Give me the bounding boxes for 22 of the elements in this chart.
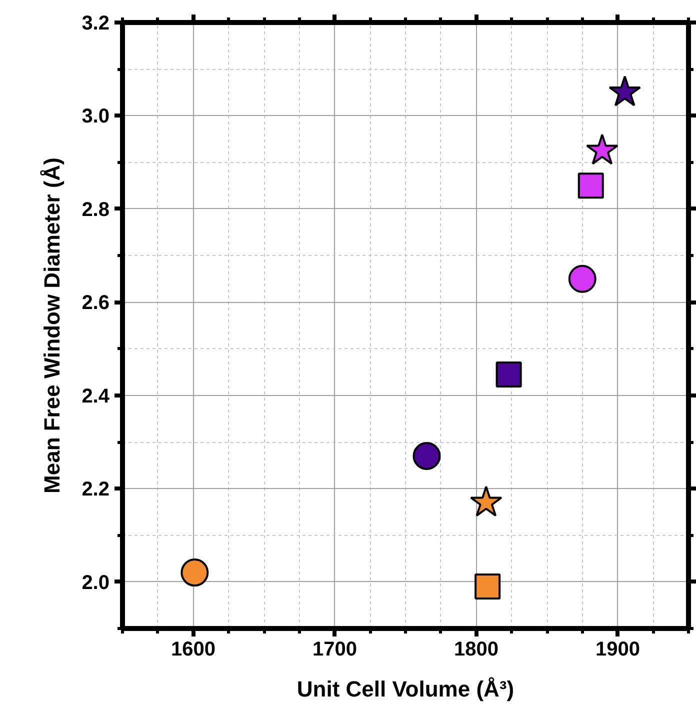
point xyxy=(586,134,618,165)
x-axis-title: Unit Cell Volume (Å³) xyxy=(296,676,514,702)
point xyxy=(578,172,604,199)
y-tick-label: 3.0 xyxy=(82,106,110,128)
x-tick-label: 1800 xyxy=(454,638,499,660)
point xyxy=(608,75,642,106)
y-tick-label: 2.4 xyxy=(82,385,110,408)
y-tick-label: 3.2 xyxy=(82,12,110,34)
x-tick-label: 1600 xyxy=(171,638,216,660)
y-axis-title: Mean Free Window Diameter (Å) xyxy=(40,158,65,494)
point xyxy=(568,264,596,293)
point xyxy=(180,558,209,587)
y-tick-label: 2.6 xyxy=(82,292,110,314)
y-tick-label: 2.2 xyxy=(82,478,110,501)
y-tick-label: 2.8 xyxy=(82,198,110,221)
point xyxy=(470,486,502,517)
point xyxy=(412,442,441,470)
point xyxy=(496,361,522,388)
x-tick-label: 1900 xyxy=(596,638,640,660)
point xyxy=(474,574,501,600)
x-tick-label: 1700 xyxy=(312,638,358,660)
y-tick-label: 2.0 xyxy=(82,572,110,594)
